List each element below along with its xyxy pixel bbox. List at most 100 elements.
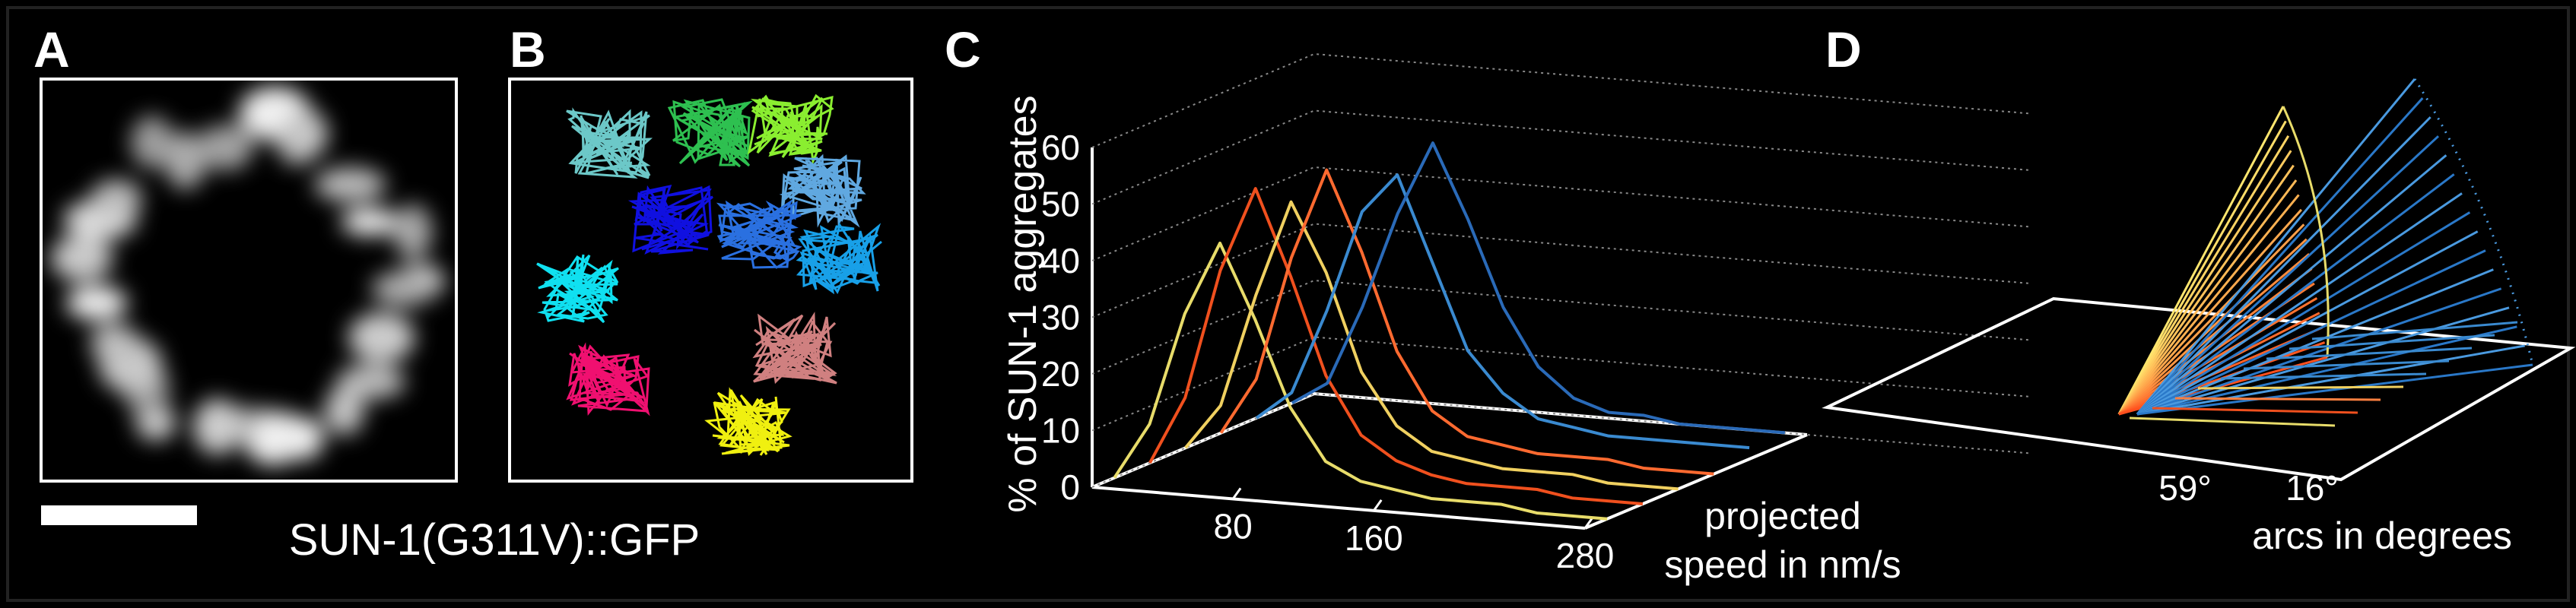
fan-line bbox=[2136, 230, 2479, 416]
blob bbox=[393, 204, 433, 260]
grid-line bbox=[1091, 279, 2029, 375]
trajectory bbox=[747, 93, 834, 166]
fan-line bbox=[2136, 154, 2447, 416]
grid-line bbox=[1091, 52, 2029, 148]
series-line bbox=[1184, 200, 1679, 491]
fan-line bbox=[2117, 150, 2292, 415]
y-tick-label: 30 bbox=[1041, 298, 1080, 337]
panel-label: B bbox=[510, 21, 546, 78]
grid-line bbox=[1091, 336, 2029, 432]
trajectory bbox=[752, 312, 837, 385]
fan-line bbox=[2136, 192, 2463, 416]
trajectory bbox=[704, 387, 792, 456]
fan-line bbox=[2117, 223, 2305, 416]
series-line bbox=[1291, 141, 1785, 435]
panel-frame bbox=[40, 78, 458, 483]
x-tick bbox=[1373, 499, 1383, 511]
fan-line bbox=[2136, 344, 2525, 416]
caption: SUN-1(G311V)::GFP bbox=[289, 515, 700, 565]
blob bbox=[281, 109, 329, 160]
floor-line bbox=[2220, 372, 2427, 380]
scale-bar bbox=[41, 505, 197, 525]
panel-label: D bbox=[1825, 21, 1862, 78]
trajectory bbox=[716, 198, 802, 269]
floor-line bbox=[2243, 359, 2450, 370]
blob bbox=[197, 125, 253, 170]
grid-line bbox=[1091, 223, 2029, 318]
blob bbox=[371, 271, 436, 307]
floor-line bbox=[2174, 397, 2381, 401]
x-tick-label: 80 bbox=[1214, 506, 1253, 546]
fan-line bbox=[2136, 325, 2517, 416]
fan-line bbox=[2136, 173, 2455, 416]
fan-line bbox=[2136, 97, 2424, 416]
x-axis-label: speed in nm/s bbox=[1664, 543, 1901, 586]
tick-label: 59° bbox=[2158, 468, 2212, 508]
trajectory bbox=[779, 154, 866, 228]
fan-line bbox=[2117, 164, 2295, 415]
blob bbox=[164, 131, 206, 190]
panel-label: C bbox=[945, 21, 981, 78]
blob bbox=[131, 116, 173, 169]
x-axis-far bbox=[1584, 433, 1808, 530]
arc bbox=[2282, 106, 2330, 358]
fan-line bbox=[2136, 249, 2486, 416]
series-line bbox=[1113, 241, 1608, 521]
blob bbox=[341, 207, 399, 236]
trajectory bbox=[796, 222, 882, 295]
fan-line bbox=[2117, 135, 2290, 415]
fan-line bbox=[2136, 287, 2502, 416]
floor-line bbox=[2129, 416, 2336, 427]
trajectory bbox=[536, 254, 619, 324]
panel-label: A bbox=[33, 21, 70, 78]
fan-line bbox=[2117, 120, 2287, 415]
floor-line bbox=[2311, 321, 2518, 340]
fan-line bbox=[2136, 211, 2471, 416]
fan-line bbox=[2117, 106, 2285, 415]
grid-line bbox=[1091, 392, 2029, 488]
chart-3d: 0 10 20 30 40 50 60 80 160 280 bbox=[1041, 52, 2029, 575]
fan-line bbox=[2136, 116, 2431, 416]
blob bbox=[324, 387, 364, 435]
x-axis-label: projected bbox=[1704, 495, 1861, 537]
series-line bbox=[1255, 173, 1750, 450]
x-tick-label: 160 bbox=[1345, 518, 1403, 558]
arc bbox=[2413, 78, 2534, 366]
y-tick-label: 0 bbox=[1060, 467, 1080, 507]
frame bbox=[6, 6, 2570, 602]
blob bbox=[90, 324, 139, 363]
blob bbox=[50, 234, 113, 282]
floor-line bbox=[2289, 334, 2495, 350]
trajectory bbox=[566, 107, 653, 179]
y-tick-label: 60 bbox=[1041, 128, 1080, 167]
blob bbox=[251, 413, 312, 461]
trajectory bbox=[667, 98, 754, 168]
fan-line bbox=[2118, 252, 2311, 416]
fan-line bbox=[2117, 208, 2303, 415]
y-tick-label: 40 bbox=[1041, 241, 1080, 280]
x-tick-label: 280 bbox=[1556, 536, 1615, 575]
floor bbox=[1822, 296, 2576, 482]
x-tick bbox=[1583, 517, 1594, 529]
fan-line bbox=[2117, 238, 2308, 416]
y-tick-label: 10 bbox=[1041, 411, 1080, 451]
y-axis-label: % of SUN-1 aggregates bbox=[1001, 95, 1045, 512]
fan-line bbox=[2136, 135, 2440, 416]
fan-plot bbox=[1822, 78, 2576, 482]
trajectory bbox=[566, 342, 650, 416]
microscopy-image bbox=[50, 86, 445, 466]
y-tick-label: 20 bbox=[1041, 354, 1080, 394]
fan-line bbox=[2136, 268, 2494, 416]
fan-line bbox=[2117, 194, 2300, 415]
grid-line bbox=[1091, 109, 2029, 205]
trajectory bbox=[627, 184, 713, 255]
x-tick bbox=[1231, 487, 1242, 500]
blob bbox=[314, 167, 386, 202]
axis-label: arcs in degrees bbox=[2252, 515, 2512, 557]
panel-frame bbox=[508, 78, 913, 483]
grid-line bbox=[1091, 166, 2029, 261]
fan-line bbox=[2136, 306, 2510, 416]
floor-line bbox=[2152, 407, 2358, 414]
